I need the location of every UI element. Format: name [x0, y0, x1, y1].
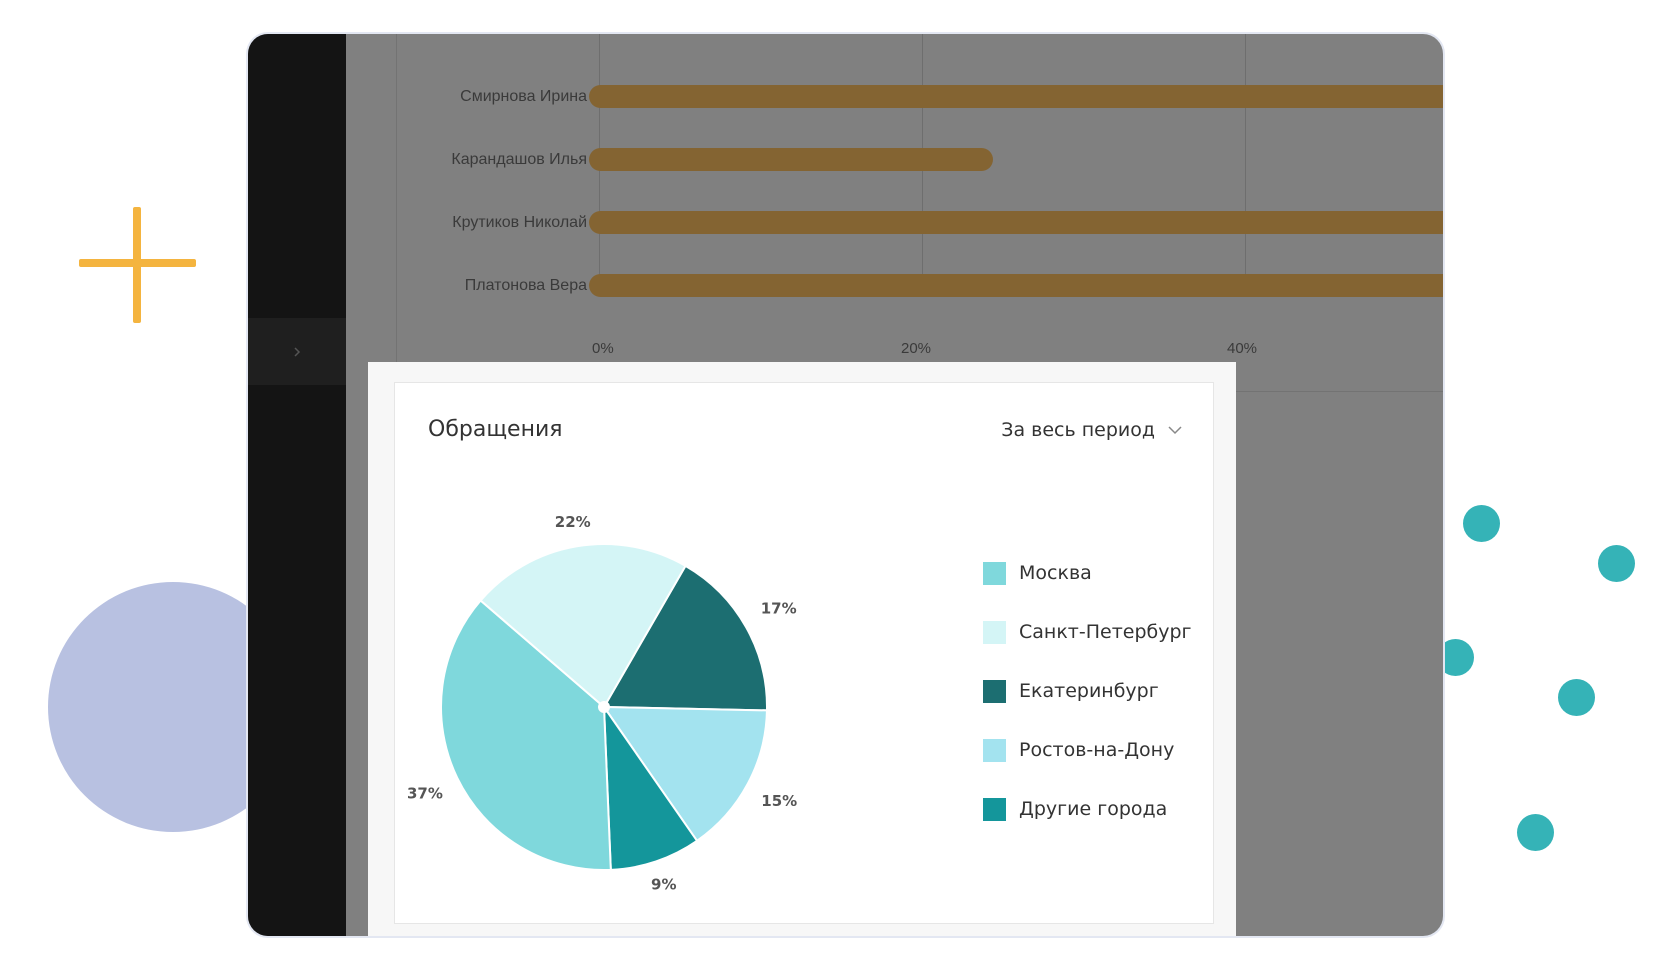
- requests-panel: Обращения За весь период 17% 15% 9% 37% 22% …: [368, 362, 1236, 936]
- bar: [589, 211, 1443, 234]
- pie-slice[interactable]: [602, 703, 699, 871]
- bar-label: Крутиков Николай: [452, 214, 587, 231]
- gridline: [1245, 34, 1246, 293]
- sidebar-expand-button[interactable]: [248, 318, 346, 385]
- teal-dot: [1463, 505, 1500, 542]
- bar-label: Смирнова Ирина: [460, 88, 587, 105]
- bar: [589, 85, 1443, 108]
- x-tick-label: 20%: [901, 340, 932, 357]
- pie-slice[interactable]: [602, 564, 768, 712]
- legend-swatch: [983, 620, 1006, 644]
- pie-slice[interactable]: [440, 599, 612, 871]
- bar: [589, 148, 993, 171]
- x-tick-label: 0%: [592, 340, 614, 357]
- bar-label: Карандашов Илья: [451, 151, 587, 168]
- teal-dot: [1558, 679, 1595, 716]
- teal-dot: [1517, 814, 1554, 851]
- legend-label: Другие города: [1019, 798, 1168, 820]
- bar: [589, 274, 1443, 297]
- requests-card: Обращения За весь период 17% 15% 9% 37% 22% …: [394, 382, 1214, 924]
- legend-label: Санкт-Петербург: [1019, 621, 1192, 643]
- chevron-right-icon: [294, 346, 301, 357]
- legend-item[interactable]: Екатеринбург: [983, 679, 1192, 703]
- pie-percent-label: 37%: [407, 785, 443, 803]
- app-window: Смирнова Ирина Карандашов Илья Крутиков …: [248, 34, 1443, 936]
- pie-percent-label: 15%: [761, 792, 797, 810]
- legend-item[interactable]: Другие города: [983, 797, 1192, 821]
- sidebar: [248, 34, 346, 936]
- pie-legend: Москва Санкт-Петербург Екатеринбург Рост…: [983, 561, 1192, 856]
- period-dropdown-label: За весь период: [1001, 419, 1155, 441]
- period-dropdown[interactable]: За весь период: [1001, 419, 1183, 441]
- legend-label: Москва: [1019, 562, 1092, 584]
- plus-decoration-vertical: [133, 207, 141, 323]
- legend-swatch: [983, 561, 1006, 585]
- pie-percent-label: 22%: [555, 513, 591, 531]
- legend-swatch: [983, 797, 1006, 821]
- pie-percent-label: 17%: [761, 600, 797, 618]
- teal-dot: [1598, 545, 1635, 582]
- teal-dot: [1437, 639, 1474, 676]
- chevron-down-icon: [1168, 426, 1182, 435]
- legend-swatch: [983, 679, 1006, 703]
- pie-slice[interactable]: [479, 543, 687, 709]
- x-tick-label: 40%: [1227, 340, 1258, 357]
- legend-swatch: [983, 738, 1006, 762]
- legend-label: Ростов-на-Дону: [1019, 739, 1175, 761]
- card-title: Обращения: [428, 417, 563, 442]
- bar-label: Платонова Вера: [464, 277, 587, 294]
- employee-bar-chart: Смирнова Ирина Карандашов Илья Крутиков …: [396, 34, 1443, 392]
- pie-chart: 17% 15% 9% 37% 22%: [407, 513, 797, 894]
- pie-center-dot: [598, 701, 610, 713]
- legend-item[interactable]: Ростов-на-Дону: [983, 738, 1192, 762]
- legend-item[interactable]: Москва: [983, 561, 1192, 585]
- legend-label: Екатеринбург: [1019, 680, 1159, 702]
- pie-percent-label: 9%: [651, 876, 676, 894]
- pie-slice[interactable]: [602, 705, 768, 843]
- legend-item[interactable]: Санкт-Петербург: [983, 620, 1192, 644]
